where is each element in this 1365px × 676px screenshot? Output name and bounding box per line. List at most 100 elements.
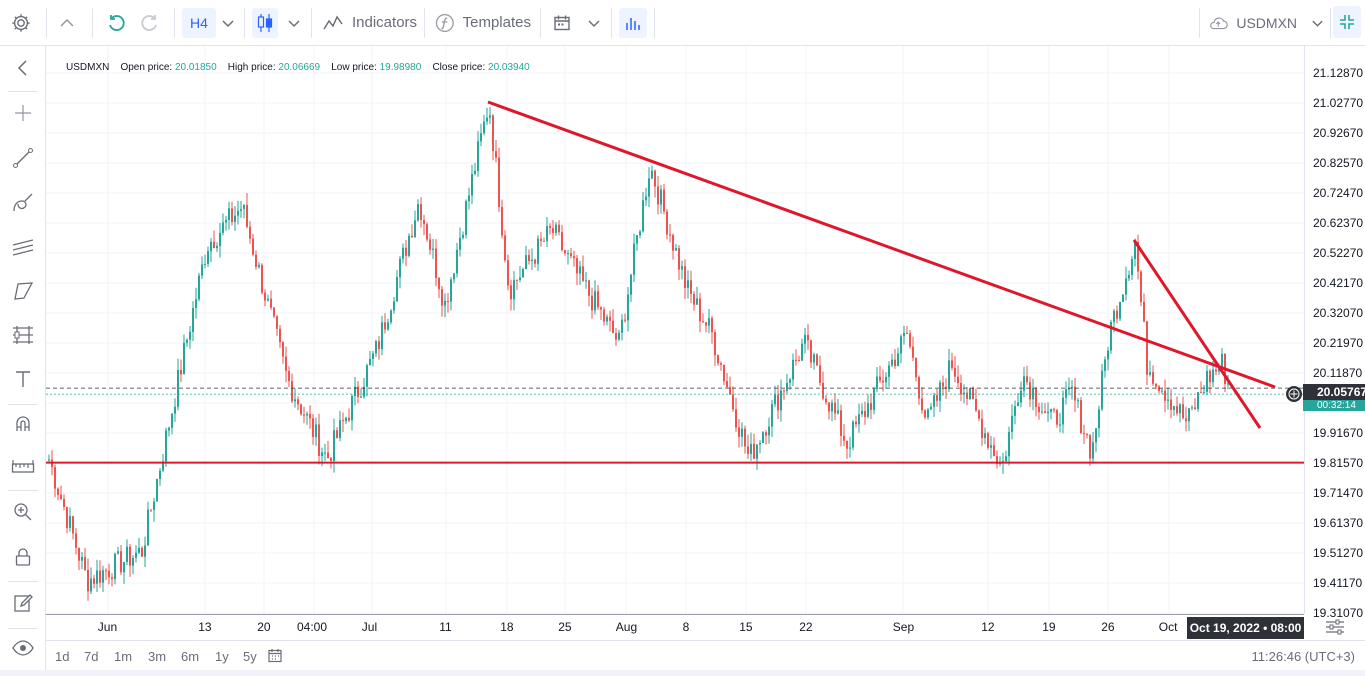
candle-body <box>561 232 563 251</box>
range-3m-button[interactable]: 3m <box>148 649 167 664</box>
candle-body <box>48 459 50 461</box>
visibility-tool[interactable] <box>8 633 38 663</box>
interval-button[interactable]: H4 <box>182 8 216 38</box>
volume-button[interactable] <box>619 8 647 38</box>
shape-tool[interactable] <box>8 276 38 306</box>
candle-body <box>1077 400 1079 402</box>
candle-body <box>924 410 926 418</box>
time-axis[interactable]: Jun 13 20 04:00 Jul 11 18 25 Aug 8 15 22 Sep 12 19 26 Oc… <box>46 614 1304 640</box>
candle-body <box>171 413 173 428</box>
range-6m-button[interactable]: 6m <box>181 649 200 664</box>
time-tick: Jul <box>361 620 378 634</box>
candle-body <box>1113 310 1115 323</box>
magnet-tool[interactable] <box>8 409 38 439</box>
drawing-toolbar <box>0 46 46 676</box>
candle-body <box>105 570 107 572</box>
chart-type-dropdown[interactable] <box>287 0 303 45</box>
candle-body <box>1104 359 1106 371</box>
indicators-button[interactable]: Indicators <box>322 0 418 45</box>
brush-tool[interactable] <box>8 188 38 218</box>
candle-body <box>324 452 326 454</box>
templates-button[interactable]: Templates <box>435 0 531 45</box>
price-axis[interactable]: 21.12870 21.02770 20.92670 20.82570 20.72470… <box>1303 46 1365 620</box>
trend-line-tool[interactable] <box>8 143 38 173</box>
candle-body <box>711 318 713 333</box>
candle-body <box>174 406 176 414</box>
hide-toolbar-button[interactable] <box>8 53 38 83</box>
range-1m-button[interactable]: 1m <box>114 649 133 664</box>
calendar-dropdown[interactable] <box>587 0 603 45</box>
undo-button[interactable] <box>106 0 128 45</box>
axis-settings-button[interactable] <box>1324 618 1346 638</box>
candle-body <box>462 234 464 238</box>
candle-body <box>936 395 938 401</box>
range-1d-button[interactable]: 1d <box>55 649 70 664</box>
candle-body <box>522 269 524 278</box>
candle-body <box>927 409 929 418</box>
time-tick: 26 <box>1101 620 1115 634</box>
candle-body <box>483 121 485 134</box>
measure-tool[interactable] <box>8 452 38 482</box>
candle-body <box>606 316 608 322</box>
candle-body <box>1083 432 1085 435</box>
candle-body <box>1050 409 1052 412</box>
channel-tool[interactable] <box>8 232 38 262</box>
candle-body <box>570 253 572 257</box>
range-5y-button[interactable]: 5y <box>243 649 257 664</box>
candle-body <box>912 346 914 358</box>
lock-tool[interactable] <box>8 542 38 572</box>
chevron-down-icon <box>222 19 234 27</box>
current-price-label: 20.05767 <box>1303 384 1365 401</box>
candle-body <box>486 117 488 122</box>
candle-body <box>609 316 611 321</box>
candle-body <box>729 387 731 395</box>
candle-body <box>891 359 893 366</box>
candle-body <box>675 248 677 251</box>
candle-body <box>102 570 104 583</box>
candle-body <box>657 186 659 205</box>
candle-body <box>933 395 935 407</box>
chevron-up-icon <box>60 18 74 27</box>
candle-body <box>690 280 692 294</box>
candle-body <box>1029 382 1031 400</box>
candle-body <box>189 331 191 340</box>
candle-body <box>225 220 227 223</box>
candle-body <box>738 427 740 437</box>
crosshair-price-button[interactable] <box>1286 386 1302 402</box>
candle-body <box>372 353 374 359</box>
candle-body <box>1074 386 1076 401</box>
candle-body <box>1116 310 1118 319</box>
candle-body <box>312 418 314 437</box>
range-1y-button[interactable]: 1y <box>215 649 229 664</box>
candle-body <box>765 432 767 436</box>
candle-body <box>453 273 455 280</box>
candle-body <box>579 266 581 274</box>
undo-icon <box>109 14 125 31</box>
price-chart[interactable] <box>46 46 1304 614</box>
go-to-date-button[interactable] <box>268 648 282 668</box>
candle-body <box>447 300 449 302</box>
crosshair-icon <box>15 105 31 121</box>
chart-type-button[interactable] <box>252 8 278 38</box>
range-7d-button[interactable]: 7d <box>84 649 99 664</box>
candle-body <box>282 342 284 357</box>
candle-body <box>663 189 665 212</box>
zoom-in-tool[interactable] <box>8 497 38 527</box>
candle-body <box>1191 407 1193 409</box>
calendar-icon <box>268 649 282 663</box>
symbol-selector[interactable]: USDMXN <box>1208 0 1324 45</box>
crosshair-tool[interactable] <box>8 98 38 128</box>
collapse-toolbar-button[interactable] <box>58 0 78 45</box>
candle-body <box>918 377 920 399</box>
settings-button[interactable] <box>10 0 36 45</box>
calendar-button[interactable] <box>553 0 573 45</box>
interval-dropdown[interactable] <box>221 0 237 45</box>
fib-tool[interactable] <box>8 320 38 350</box>
fullscreen-button[interactable] <box>1333 6 1361 38</box>
chart-pane[interactable]: USDMXN Open price: 20.01850 High price: … <box>46 46 1304 614</box>
text-tool[interactable] <box>8 364 38 394</box>
candle-body <box>414 220 416 238</box>
redo-button[interactable] <box>140 0 162 45</box>
candle-body <box>744 428 746 447</box>
snapshot-tool[interactable] <box>8 588 38 618</box>
